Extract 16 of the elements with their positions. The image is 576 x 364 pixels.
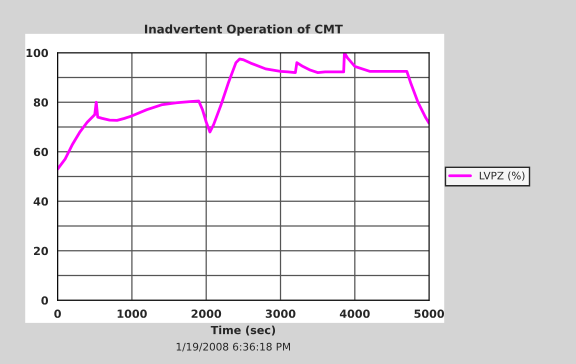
y-tick-label: 20 bbox=[34, 246, 48, 256]
y-tick-label: 40 bbox=[34, 197, 48, 206]
x-tick-label: 5000 bbox=[414, 310, 444, 318]
legend-label: LVPZ (%) bbox=[480, 172, 524, 181]
x-tick-label: 2000 bbox=[192, 310, 222, 318]
y-tick-label: 0 bbox=[41, 296, 48, 305]
y-tick-label: 60 bbox=[34, 148, 48, 156]
x-axis-title: Time (sec) bbox=[210, 326, 276, 336]
x-tick-label: 4000 bbox=[340, 310, 370, 318]
y-tick-label: 100 bbox=[26, 48, 48, 58]
text: 1/19/2008 6:36:18 PM bbox=[176, 342, 290, 352]
y-tick-label: 80 bbox=[34, 98, 48, 107]
chart-title: Inadvertent Operation of CMT bbox=[144, 24, 343, 36]
x-tick-label: 0 bbox=[54, 310, 61, 318]
x-tick-label: 3000 bbox=[266, 310, 296, 318]
x-tick-label: 1000 bbox=[118, 310, 147, 318]
